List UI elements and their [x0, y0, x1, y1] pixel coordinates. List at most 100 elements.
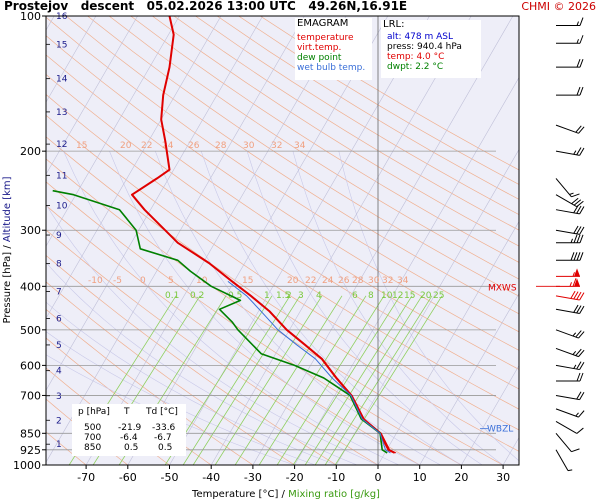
mixing-ratio-line [292, 295, 401, 465]
wind-barb [555, 361, 585, 371]
barb-full [579, 305, 585, 314]
wind-barbs-layer [555, 17, 585, 472]
barb-staff [555, 432, 572, 453]
barb-full [579, 58, 584, 68]
mixing-ratio-line [182, 295, 291, 465]
dry-adiabat [46, 35, 519, 351]
table-header-p: p [hPa] [78, 407, 110, 417]
mixing-ratio-label: 1 [264, 291, 270, 301]
table-cell: -6.7 [154, 433, 172, 443]
y-axis-label-altitude: Altitude [km] [2, 176, 13, 242]
barb-full [579, 252, 584, 261]
temperature-tick-label: -60 [119, 471, 137, 484]
theta-label: 24 [322, 276, 334, 286]
table-cell: 700 [84, 433, 102, 443]
barb-full [576, 86, 581, 96]
barb-staff [555, 308, 580, 314]
mixing-ratio-label: 10 [381, 291, 393, 301]
theta-label: 10 [196, 276, 208, 286]
barb-full [578, 410, 585, 418]
lrl-box: LRL: alt: 478 m ASL press: 940.4 hPa tem… [381, 20, 481, 78]
altitude-tick-label: 7 [56, 287, 62, 297]
barb-full [576, 305, 582, 314]
barb-full [573, 291, 579, 300]
copyright: CHMI © 2026 [521, 0, 596, 13]
barb-staff [555, 347, 579, 358]
x-axis-title: Temperature [°C] / Mixing ratio [g/kg] [191, 489, 380, 500]
altitude-tick-label: 14 [56, 75, 68, 85]
theta-label: 28 [215, 141, 227, 151]
series-layer [52, 16, 397, 454]
wind-barb [556, 234, 584, 244]
barb-staff [555, 394, 580, 401]
barb-full [579, 372, 584, 382]
plot-frame [45, 15, 520, 466]
theta-label: 15 [242, 276, 253, 286]
sounding-datetime: 05.02.2026 13:00 UTC [146, 0, 296, 13]
barb-full [575, 125, 582, 133]
theta-label: 5 [168, 276, 174, 286]
lrl-dwpt: dwpt: 2.2 °C [387, 62, 444, 72]
mixing-ratio-label: 20 [420, 291, 432, 301]
barb-full [575, 348, 582, 356]
barb-full [579, 226, 585, 235]
altitude-tick-label: 10 [56, 202, 68, 212]
barb-full [573, 234, 578, 243]
barb-full [576, 372, 581, 382]
barb-staff [555, 449, 569, 471]
legend-item-virt-temp: virt.temp. [297, 43, 342, 53]
y-axis-title: Pressure [hPa] / Altitude [km] [2, 176, 13, 323]
isotherm [210, 16, 472, 465]
barb-staff [555, 209, 580, 215]
wind-barb [555, 124, 585, 134]
dry-adiabat [46, 114, 519, 431]
wind-barb [555, 304, 585, 314]
altitude-tick-label: 13 [56, 108, 67, 118]
barb-full [576, 200, 584, 208]
barb-full [571, 448, 580, 453]
theta-label: 20 [120, 141, 132, 151]
legend-item-wet-bulb: wet bulb temp. [297, 63, 366, 73]
isotherm [377, 220, 519, 465]
wind-barb [555, 178, 580, 198]
altitude-tick-label: 15 [56, 40, 67, 50]
barb-full [571, 197, 579, 205]
barb-full [576, 147, 582, 156]
wind-barb [556, 58, 584, 68]
pressure-tick-label: 600 [20, 359, 41, 372]
barb-full [576, 361, 582, 370]
barb-full [578, 331, 585, 339]
mixing-ratio-label: 12 [392, 291, 403, 301]
isotherm [127, 16, 389, 465]
wind-barb [555, 194, 584, 208]
mixing-ratio-label: 25 [433, 291, 444, 301]
barb-half [573, 364, 577, 369]
theta-label: 22 [305, 276, 316, 286]
isotherm [85, 16, 347, 465]
sounding-phase: descent [80, 0, 135, 13]
altitude-tick-label: 2 [56, 416, 62, 426]
barb-half [572, 272, 575, 277]
chart-title: Prostejov descent 05.02.2026 13:00 UTC 4… [4, 0, 407, 13]
theta-label: 15 [76, 141, 87, 151]
mixing-ratio-label: 8 [368, 291, 374, 301]
wind-barb [555, 432, 580, 453]
dry-adiabat [87, 16, 519, 297]
barb-full [573, 252, 578, 261]
barb-half [575, 412, 579, 417]
theta-label: 20 [287, 276, 299, 286]
mxws-label: MXWS [488, 283, 517, 293]
table-cell: 850 [84, 443, 102, 453]
isotherm [46, 16, 222, 319]
legend-item-temperature: temperature [297, 33, 354, 43]
barb-half [573, 150, 577, 155]
dry-adiabat [65, 16, 519, 315]
barb-full [576, 58, 581, 68]
station-name: Prostejov [4, 0, 69, 13]
theta-label: 26 [338, 276, 350, 286]
table-header-t: T [124, 407, 130, 417]
theta-label: 30 [368, 276, 380, 286]
barb-full [575, 330, 582, 338]
x-axis-label-mixing-ratio: Mixing ratio [g/kg] [288, 489, 380, 500]
